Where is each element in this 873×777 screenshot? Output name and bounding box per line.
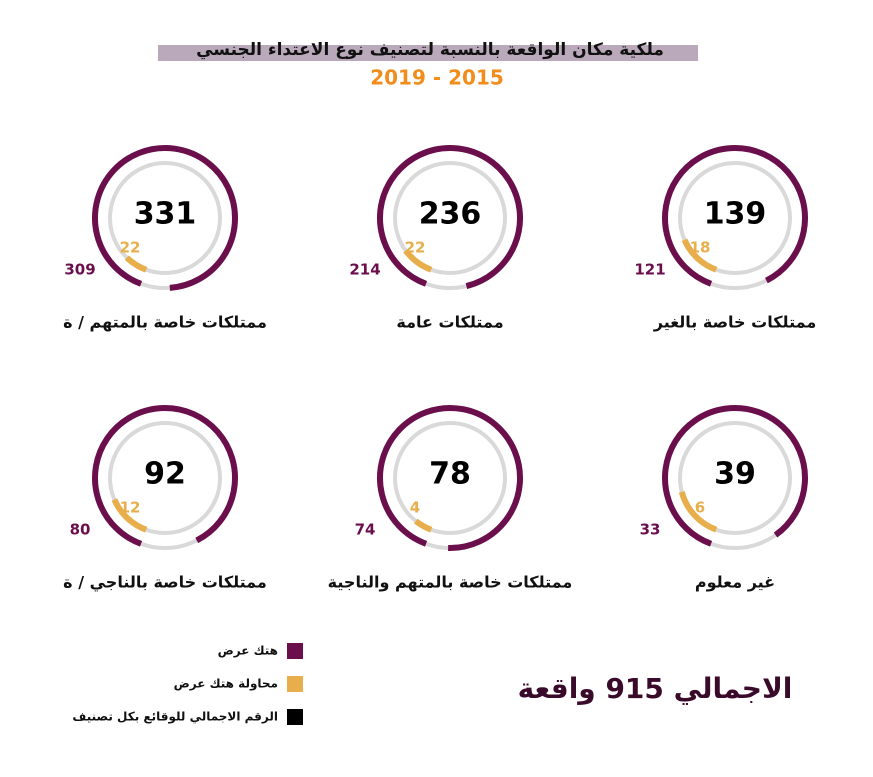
gauge-track bbox=[678, 161, 792, 275]
total-annotation: الاجمالي 915 واقعة bbox=[518, 672, 793, 705]
category-label: غير معلوم bbox=[695, 573, 775, 592]
category-label: ممتلكات خاصة بالغير bbox=[653, 313, 816, 332]
chart-subtitle: 2019 - 2015 bbox=[370, 66, 504, 90]
legend-label: هتك عرض bbox=[218, 644, 278, 658]
outer-value-label: 80 bbox=[70, 521, 91, 539]
gauge-track bbox=[393, 421, 507, 535]
outer-value-label: 121 bbox=[634, 261, 665, 279]
inner-value-label: 22 bbox=[405, 239, 426, 257]
outer-arc bbox=[92, 405, 238, 547]
legend-swatch bbox=[287, 709, 303, 725]
legend-label: الرقم الاجمالي للوقائع بكل تصنيف bbox=[72, 710, 278, 725]
title-band bbox=[158, 45, 698, 61]
total-label: 92 bbox=[144, 457, 186, 492]
chart-title: ملكية مكان الواقعة بالنسبة لتصنيف نوع ال… bbox=[196, 40, 664, 60]
gauge-track bbox=[108, 161, 222, 275]
category-label: ممتلكات خاصة بالناجي / ة bbox=[63, 573, 267, 593]
inner-value-label: 22 bbox=[120, 239, 141, 257]
gauge-track bbox=[108, 421, 222, 535]
inner-value-label: 12 bbox=[120, 499, 141, 517]
inner-arc bbox=[413, 518, 433, 533]
outer-arc bbox=[662, 405, 808, 547]
total-label: 236 bbox=[419, 197, 482, 232]
inner-arc bbox=[403, 248, 433, 273]
total-label: 39 bbox=[714, 457, 756, 492]
legend-label: محاولة هتك عرض bbox=[174, 677, 278, 692]
outer-value-label: 309 bbox=[64, 261, 95, 279]
total-label: 139 bbox=[704, 197, 767, 232]
outer-arc bbox=[377, 145, 523, 289]
total-label: 78 bbox=[429, 457, 471, 492]
gauge-track bbox=[678, 421, 792, 535]
legend-swatch bbox=[287, 676, 303, 692]
outer-value-label: 33 bbox=[640, 521, 661, 539]
inner-arc bbox=[124, 255, 148, 273]
outer-value-label: 74 bbox=[355, 521, 376, 539]
legend-swatch bbox=[287, 643, 303, 659]
outer-arc bbox=[377, 405, 523, 551]
inner-arc bbox=[678, 491, 718, 533]
inner-arc bbox=[681, 238, 718, 273]
outer-arc bbox=[92, 145, 238, 291]
inner-value-label: 6 bbox=[695, 499, 705, 517]
category-label: ممتلكات عامة bbox=[396, 313, 503, 332]
category-label: ممتلكات خاصة بالمتهم / ة bbox=[63, 313, 267, 332]
outer-arc bbox=[662, 145, 808, 287]
total-label: 331 bbox=[134, 197, 197, 232]
outer-value-label: 214 bbox=[349, 261, 380, 279]
category-label: ممتلكات خاصة بالمتهم والناجية bbox=[328, 573, 573, 592]
inner-value-label: 18 bbox=[690, 239, 711, 257]
gauge-track bbox=[393, 161, 507, 275]
inner-value-label: 4 bbox=[410, 499, 420, 517]
inner-arc bbox=[111, 498, 148, 533]
